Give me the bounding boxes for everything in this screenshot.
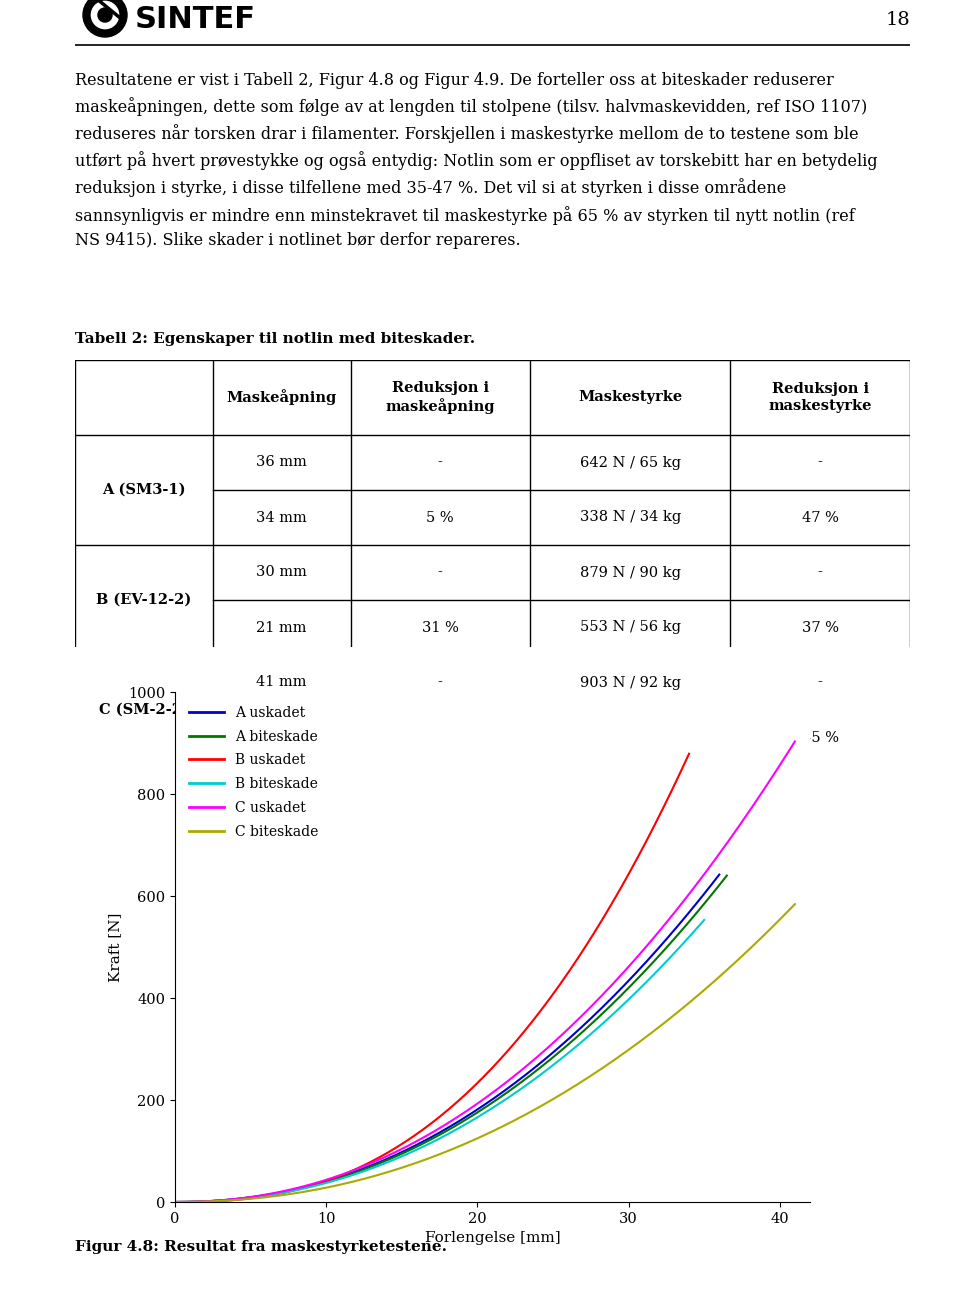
Text: 5 %: 5 % bbox=[426, 510, 454, 525]
Text: Resultatene er vist i Tabell 2, Figur 4.8 og Figur 4.9. De forteller oss at bite: Resultatene er vist i Tabell 2, Figur 4.… bbox=[75, 72, 877, 249]
Text: 35 %: 35 % bbox=[802, 731, 839, 744]
Text: 37 %: 37 % bbox=[802, 621, 839, 635]
Circle shape bbox=[98, 8, 112, 22]
Text: 41 mm: 41 mm bbox=[256, 676, 307, 690]
Text: -: - bbox=[818, 565, 823, 580]
Text: Figur 4.8: Resultat fra maskestyrketestene.: Figur 4.8: Resultat fra maskestyrketeste… bbox=[75, 1240, 447, 1254]
Text: 553 N / 56 kg: 553 N / 56 kg bbox=[580, 621, 681, 635]
Text: 34 mm: 34 mm bbox=[256, 510, 307, 525]
Text: 18: 18 bbox=[885, 10, 910, 29]
Legend: A uskadet, A biteskade, B uskadet, B biteskade, C uskadet, C biteskade: A uskadet, A biteskade, B uskadet, B bit… bbox=[182, 699, 325, 845]
Text: Reduksjon i
maskeåpning: Reduksjon i maskeåpning bbox=[386, 380, 495, 415]
Text: 584 N / 60 kg: 584 N / 60 kg bbox=[580, 731, 681, 744]
Text: -: - bbox=[818, 676, 823, 690]
X-axis label: Forlengelse [mm]: Forlengelse [mm] bbox=[424, 1231, 561, 1245]
Text: 30 mm: 30 mm bbox=[256, 565, 307, 580]
Circle shape bbox=[83, 0, 127, 37]
Text: -: - bbox=[818, 455, 823, 470]
Y-axis label: Kraft [N]: Kraft [N] bbox=[108, 912, 123, 981]
Text: 31 %: 31 % bbox=[421, 621, 459, 635]
Text: 36 mm: 36 mm bbox=[256, 455, 307, 470]
Text: SINTEF: SINTEF bbox=[135, 5, 256, 34]
Text: C (SM-2-2): C (SM-2-2) bbox=[99, 703, 189, 716]
Text: Maskeåpning: Maskeåpning bbox=[227, 390, 337, 405]
Text: Maskestyrke: Maskestyrke bbox=[578, 391, 683, 404]
Text: 903 N / 92 kg: 903 N / 92 kg bbox=[580, 676, 681, 690]
Text: 14 %: 14 % bbox=[422, 731, 459, 744]
Text: 338 N / 34 kg: 338 N / 34 kg bbox=[580, 510, 681, 525]
Text: B (EV-12-2): B (EV-12-2) bbox=[96, 593, 191, 607]
Text: 21 mm: 21 mm bbox=[256, 621, 307, 635]
Text: Tabell 2: Egenskaper til notlin med biteskader.: Tabell 2: Egenskaper til notlin med bite… bbox=[75, 332, 475, 346]
Text: 879 N / 90 kg: 879 N / 90 kg bbox=[580, 565, 681, 580]
Circle shape bbox=[91, 1, 119, 29]
Text: 47 %: 47 % bbox=[802, 510, 839, 525]
Text: A (SM3-1): A (SM3-1) bbox=[102, 483, 185, 497]
Text: -: - bbox=[438, 455, 443, 470]
Text: Reduksjon i
maskestyrke: Reduksjon i maskestyrke bbox=[769, 382, 872, 413]
Text: -: - bbox=[438, 676, 443, 690]
Text: -: - bbox=[438, 565, 443, 580]
Text: 642 N / 65 kg: 642 N / 65 kg bbox=[580, 455, 681, 470]
Text: 36 mm: 36 mm bbox=[256, 731, 307, 744]
